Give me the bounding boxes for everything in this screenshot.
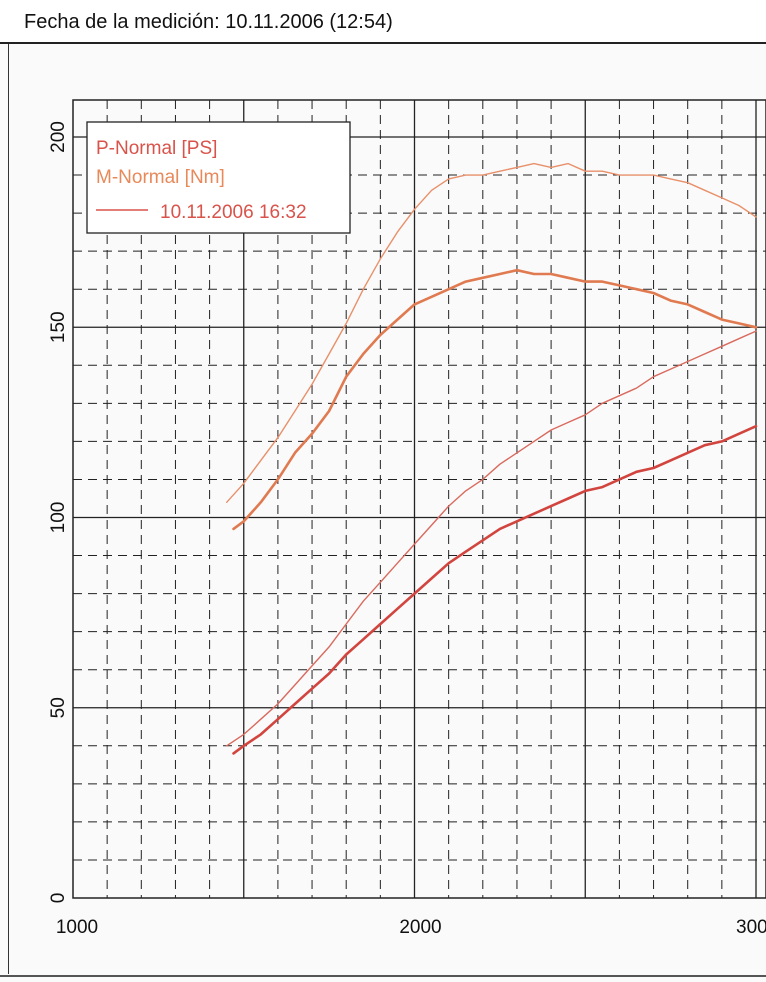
series-line-2 — [232, 268, 758, 531]
series-layer — [225, 162, 758, 755]
series-line-3 — [225, 330, 757, 747]
measurement-date-title: Fecha de la medición: 10.11.2006 (12:54) — [24, 11, 393, 33]
frame-left-border — [8, 44, 9, 974]
legend: P-Normal [PS] M-Normal [Nm] 10.11.2006 16:… — [86, 121, 351, 234]
legend-label: P-Normal [PS] — [96, 138, 217, 159]
series-line-1 — [225, 162, 757, 503]
y-tick-label: 200 — [48, 121, 69, 153]
tick-layer: 0 50 100 150 200 1000 2000 300 — [48, 121, 766, 938]
legend-label: 10.11.2006 16:32 — [160, 202, 307, 223]
frame-bottom-border — [0, 975, 766, 977]
grid-layer — [72, 99, 766, 899]
legend-box — [86, 121, 351, 234]
x-tick-label: 300 — [736, 917, 766, 938]
y-tick-label: 100 — [48, 502, 69, 534]
series-line-4 — [232, 424, 758, 755]
x-tick-label: 2000 — [399, 917, 441, 938]
legend-label: M-Normal [Nm] — [96, 167, 225, 188]
plot-frame — [72, 99, 766, 899]
header-bar: Fecha de la medición: 10.11.2006 (12:54) — [0, 0, 766, 44]
y-tick-label: 50 — [48, 697, 69, 718]
x-tick-label: 1000 — [56, 917, 98, 938]
y-tick-label: 0 — [48, 893, 69, 904]
y-tick-label: 150 — [48, 311, 69, 343]
